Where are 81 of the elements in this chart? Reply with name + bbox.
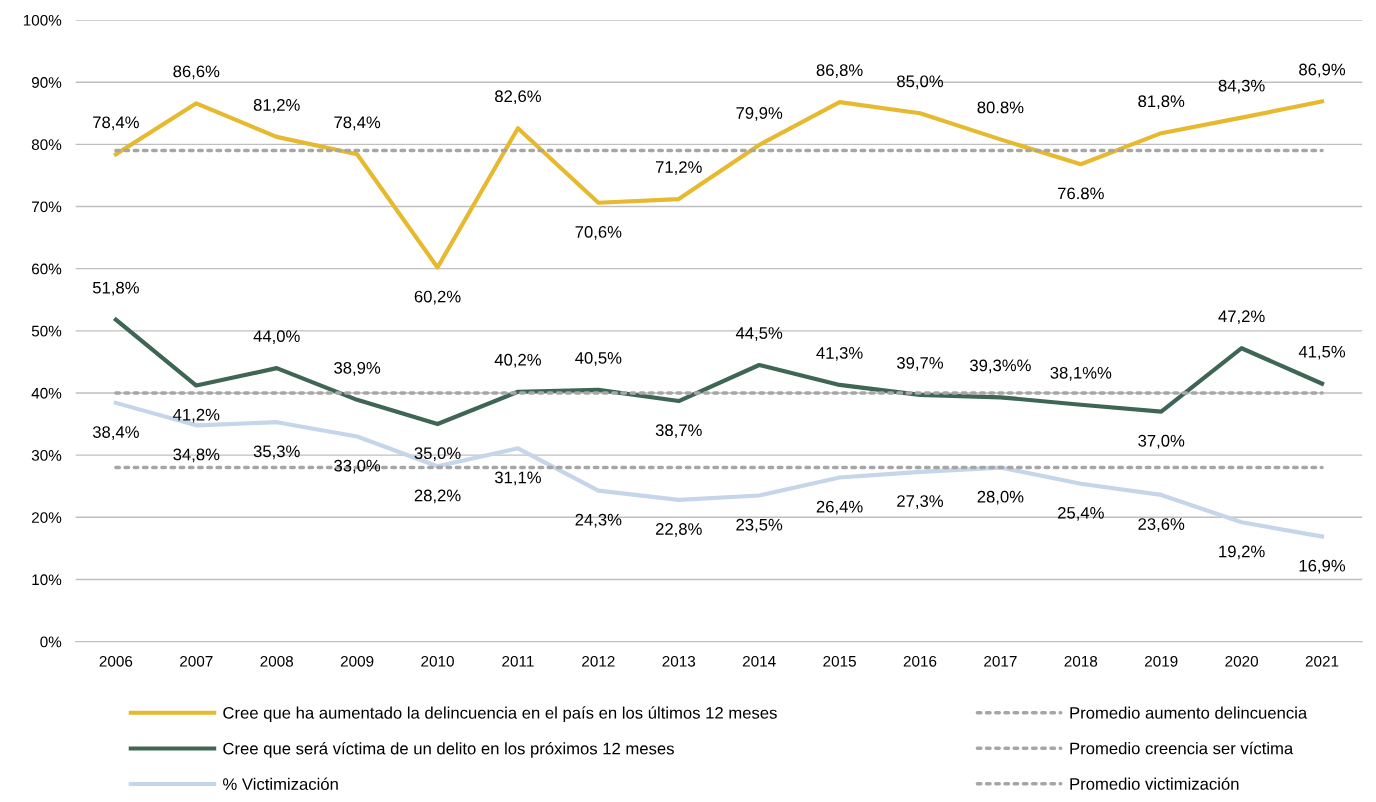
y-tick-label: 80% xyxy=(31,139,62,151)
x-tick-label: 2016 xyxy=(903,655,937,667)
x-tick-label: 2015 xyxy=(823,655,856,667)
data-label: 26,4% xyxy=(816,500,863,515)
y-tick-label: 30% xyxy=(31,450,62,461)
x-tick-label: 2014 xyxy=(742,655,776,667)
x-tick-label: 2012 xyxy=(582,655,615,667)
data-label: 38,7% xyxy=(655,424,702,439)
y-tick-label: 0% xyxy=(40,636,62,648)
y-tick-label: 20% xyxy=(31,512,62,523)
data-label: 39,7% xyxy=(896,356,944,371)
data-label: 31,1% xyxy=(494,471,541,486)
data-label: 39,3%% xyxy=(969,359,1031,374)
data-label: 28,2% xyxy=(414,489,461,504)
data-label: 34,8% xyxy=(173,448,220,463)
data-label: 86,9% xyxy=(1299,63,1346,78)
data-label: 81,2% xyxy=(253,99,300,113)
x-tick-label: 2013 xyxy=(662,655,696,667)
data-label: 23,6% xyxy=(1138,518,1185,532)
data-label: 78,4% xyxy=(93,116,139,131)
y-tick-label: 50% xyxy=(31,325,62,337)
data-label: 41,5% xyxy=(1298,345,1346,360)
data-label: 41,3% xyxy=(816,347,863,361)
x-tick-label: 2021 xyxy=(1305,655,1339,667)
data-label: 37,0% xyxy=(1138,434,1185,449)
y-tick-label: 60% xyxy=(31,263,62,275)
data-label: 84,3% xyxy=(1218,79,1265,94)
x-tick-label: 2017 xyxy=(984,655,1017,667)
data-label: 22,8% xyxy=(655,523,702,537)
x-tick-label: 2018 xyxy=(1064,655,1098,667)
x-tick-label: 2011 xyxy=(502,655,534,667)
x-tick-label: 2009 xyxy=(340,655,374,667)
data-label: 70,6% xyxy=(575,226,622,240)
legend-label: Promedio victimización xyxy=(1070,777,1239,790)
x-tick-label: 2006 xyxy=(99,655,133,667)
data-label: 35,3% xyxy=(253,445,300,460)
legend-label: Cree que será víctima de un delito en los próximos 12 meses xyxy=(223,742,674,758)
data-label: 38,1%% xyxy=(1050,366,1112,381)
legend-label: % Victimización xyxy=(223,777,338,791)
y-tick-label: 10% xyxy=(32,574,62,586)
data-label: 80.8% xyxy=(977,101,1024,114)
data-label: 44,5% xyxy=(735,327,783,341)
y-tick-label: 90% xyxy=(31,77,62,88)
data-label: 35,0% xyxy=(414,447,461,462)
x-tick-label: 2020 xyxy=(1225,655,1259,667)
data-label: 47,2% xyxy=(1218,310,1265,325)
data-label: 60,2% xyxy=(414,290,461,305)
data-label: 38,9% xyxy=(334,361,381,376)
data-label: 41,2% xyxy=(173,408,220,423)
y-tick-label: 100% xyxy=(23,14,62,26)
x-tick-label: 2010 xyxy=(421,655,454,667)
data-label: 86,6% xyxy=(173,65,220,80)
data-label: 38,4% xyxy=(92,426,139,440)
data-label: 25,4% xyxy=(1058,506,1104,521)
x-tick-label: 2019 xyxy=(1144,655,1178,667)
data-label: 81,8% xyxy=(1138,95,1185,110)
x-tick-label: 2007 xyxy=(180,655,213,667)
data-label: 71,2% xyxy=(655,161,702,175)
legend-label: Promedio creencia ser víctima xyxy=(1070,741,1294,755)
data-label: 76.8% xyxy=(1058,187,1104,200)
data-label: 33,0% xyxy=(334,459,381,474)
data-label: 82,6% xyxy=(495,90,541,105)
data-label: 78,4% xyxy=(334,116,381,131)
legend-label: Promedio aumento delincuencia xyxy=(1070,706,1308,719)
y-tick-label: 40% xyxy=(31,387,62,399)
data-label: 16,9% xyxy=(1299,559,1346,574)
data-label: 86,8% xyxy=(816,64,863,78)
data-label: 79,9% xyxy=(736,107,783,121)
data-label: 85,0% xyxy=(897,75,944,90)
data-label: 44,0% xyxy=(253,330,300,345)
x-tick-label: 2008 xyxy=(260,655,294,667)
data-label: 27,3% xyxy=(897,495,944,509)
data-label: 19,2% xyxy=(1219,545,1265,560)
data-label: 51,8% xyxy=(92,281,139,296)
data-label: 23,5% xyxy=(736,518,783,533)
data-label: 40,2% xyxy=(494,353,541,368)
data-label: 24,3% xyxy=(575,513,622,528)
data-label: 40,5% xyxy=(575,351,622,366)
data-label: 28,0% xyxy=(977,490,1024,505)
y-tick-label: 70% xyxy=(32,201,62,213)
legend-label: Cree que ha aumentado la delincuencia en el país en los últimos 12 meses xyxy=(223,706,777,723)
